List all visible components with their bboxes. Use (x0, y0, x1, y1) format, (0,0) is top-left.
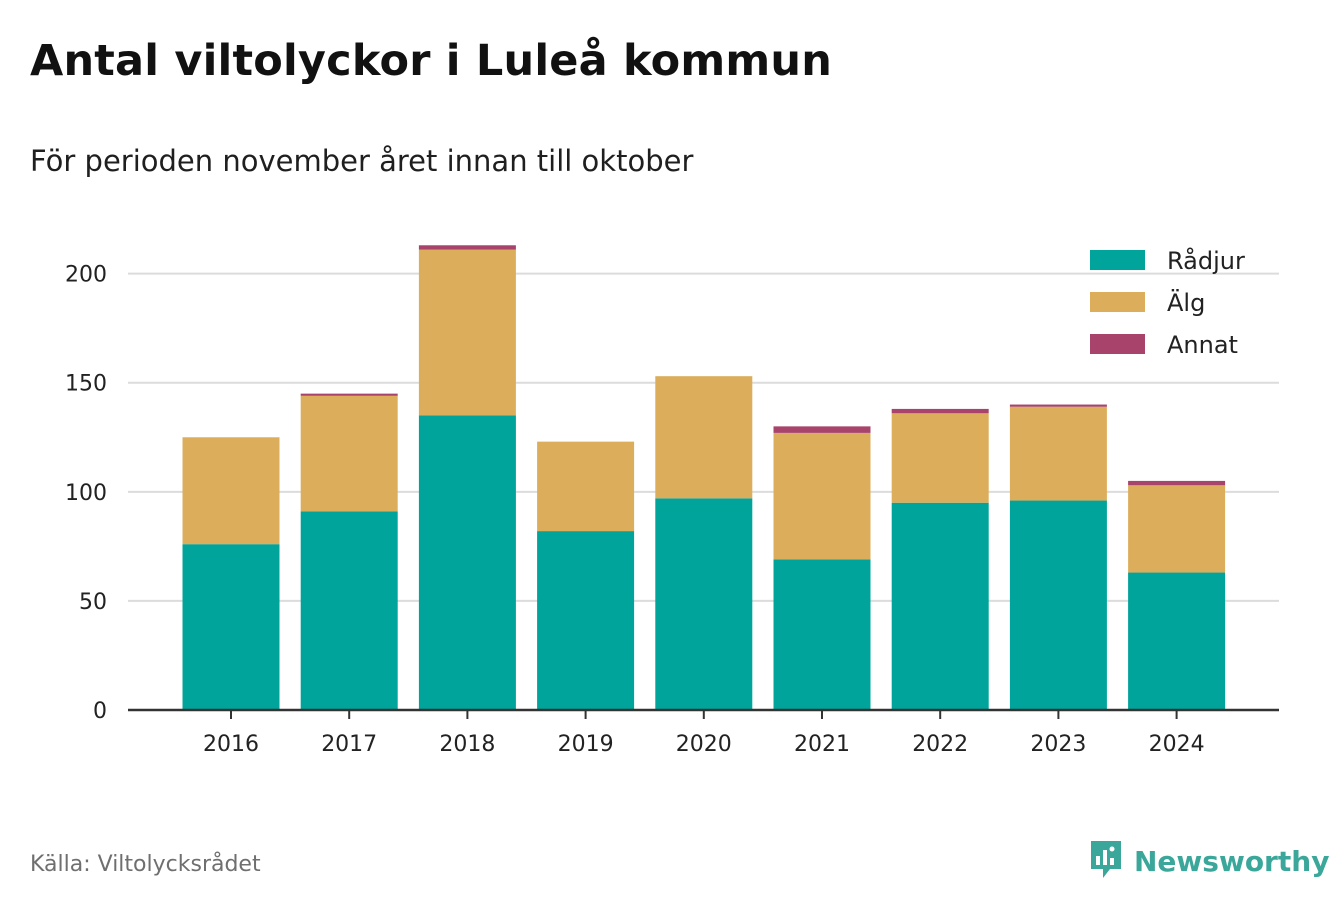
legend-label: Älg (1167, 288, 1205, 317)
bar-segment-älg-2018 (418, 249, 516, 416)
bar-segment-rådjur-2022 (891, 502, 989, 710)
chart-title: Antal viltolyckor i Luleå kommun (30, 36, 833, 86)
x-tick-label: 2024 (1149, 732, 1205, 757)
x-tick-label: 2016 (203, 732, 259, 757)
y-tick-label: 0 (93, 699, 107, 724)
bar-segment-rådjur-2017 (300, 511, 398, 710)
bar-segment-annat-2024 (1128, 480, 1226, 486)
x-tick-label: 2021 (794, 732, 850, 757)
bar-segment-rådjur-2021 (773, 559, 871, 710)
y-tick-label: 50 (79, 590, 107, 615)
legend-label: Rådjur (1167, 246, 1245, 275)
legend-swatch-annat (1090, 334, 1145, 354)
bar-segment-älg-2024 (1128, 485, 1226, 573)
legend-swatch-älg (1090, 292, 1145, 312)
x-tick-label: 2022 (912, 732, 968, 757)
bar-segment-älg-2019 (537, 441, 635, 532)
bar-chart-speech-bubble-icon (1088, 838, 1124, 884)
y-tick-label: 200 (65, 263, 107, 288)
x-tick-label: 2020 (676, 732, 732, 757)
bar-segment-rådjur-2020 (655, 498, 753, 710)
legend-label: Annat (1167, 331, 1238, 359)
bar-segment-älg-2016 (182, 437, 280, 545)
x-tick-label: 2023 (1030, 732, 1086, 757)
legend: Rådjur Älg Annat (1090, 246, 1245, 359)
bar-segment-älg-2017 (300, 395, 398, 512)
legend-swatch-rådjur (1090, 250, 1145, 270)
bars (182, 245, 1226, 710)
bar-segment-rådjur-2016 (182, 544, 280, 710)
bar-segment-älg-2023 (1009, 406, 1107, 501)
bar-segment-annat-2021 (773, 426, 871, 433)
brand-logo[interactable]: Newsworthy (1088, 838, 1329, 884)
brand-name: Newsworthy (1134, 844, 1330, 878)
chart-subtitle: För perioden november året innan till ok… (30, 144, 694, 178)
bar-segment-annat-2017 (300, 393, 398, 396)
y-tick-label: 100 (65, 481, 107, 506)
bar-segment-annat-2023 (1009, 404, 1107, 407)
bar-segment-rådjur-2018 (418, 415, 516, 710)
bar-segment-älg-2022 (891, 413, 989, 503)
source-note: Källa: Viltolycksrådet (30, 852, 261, 877)
bar-segment-älg-2021 (773, 432, 871, 560)
x-tick-label: 2019 (558, 732, 614, 757)
x-tick-label: 2017 (321, 732, 377, 757)
x-tick-label: 2018 (439, 732, 495, 757)
bar-segment-annat-2018 (418, 245, 516, 250)
axes: 0 50 100 150 200 2016 2017 2018 2019 2020 2021 2022… (65, 263, 1279, 757)
y-tick-label: 150 (65, 372, 107, 397)
bar-segment-annat-2022 (891, 408, 989, 414)
bar-segment-älg-2020 (655, 376, 753, 499)
bar-segment-rådjur-2019 (537, 531, 635, 710)
bar-segment-rådjur-2023 (1009, 500, 1107, 710)
bar-segment-rådjur-2024 (1128, 572, 1226, 710)
